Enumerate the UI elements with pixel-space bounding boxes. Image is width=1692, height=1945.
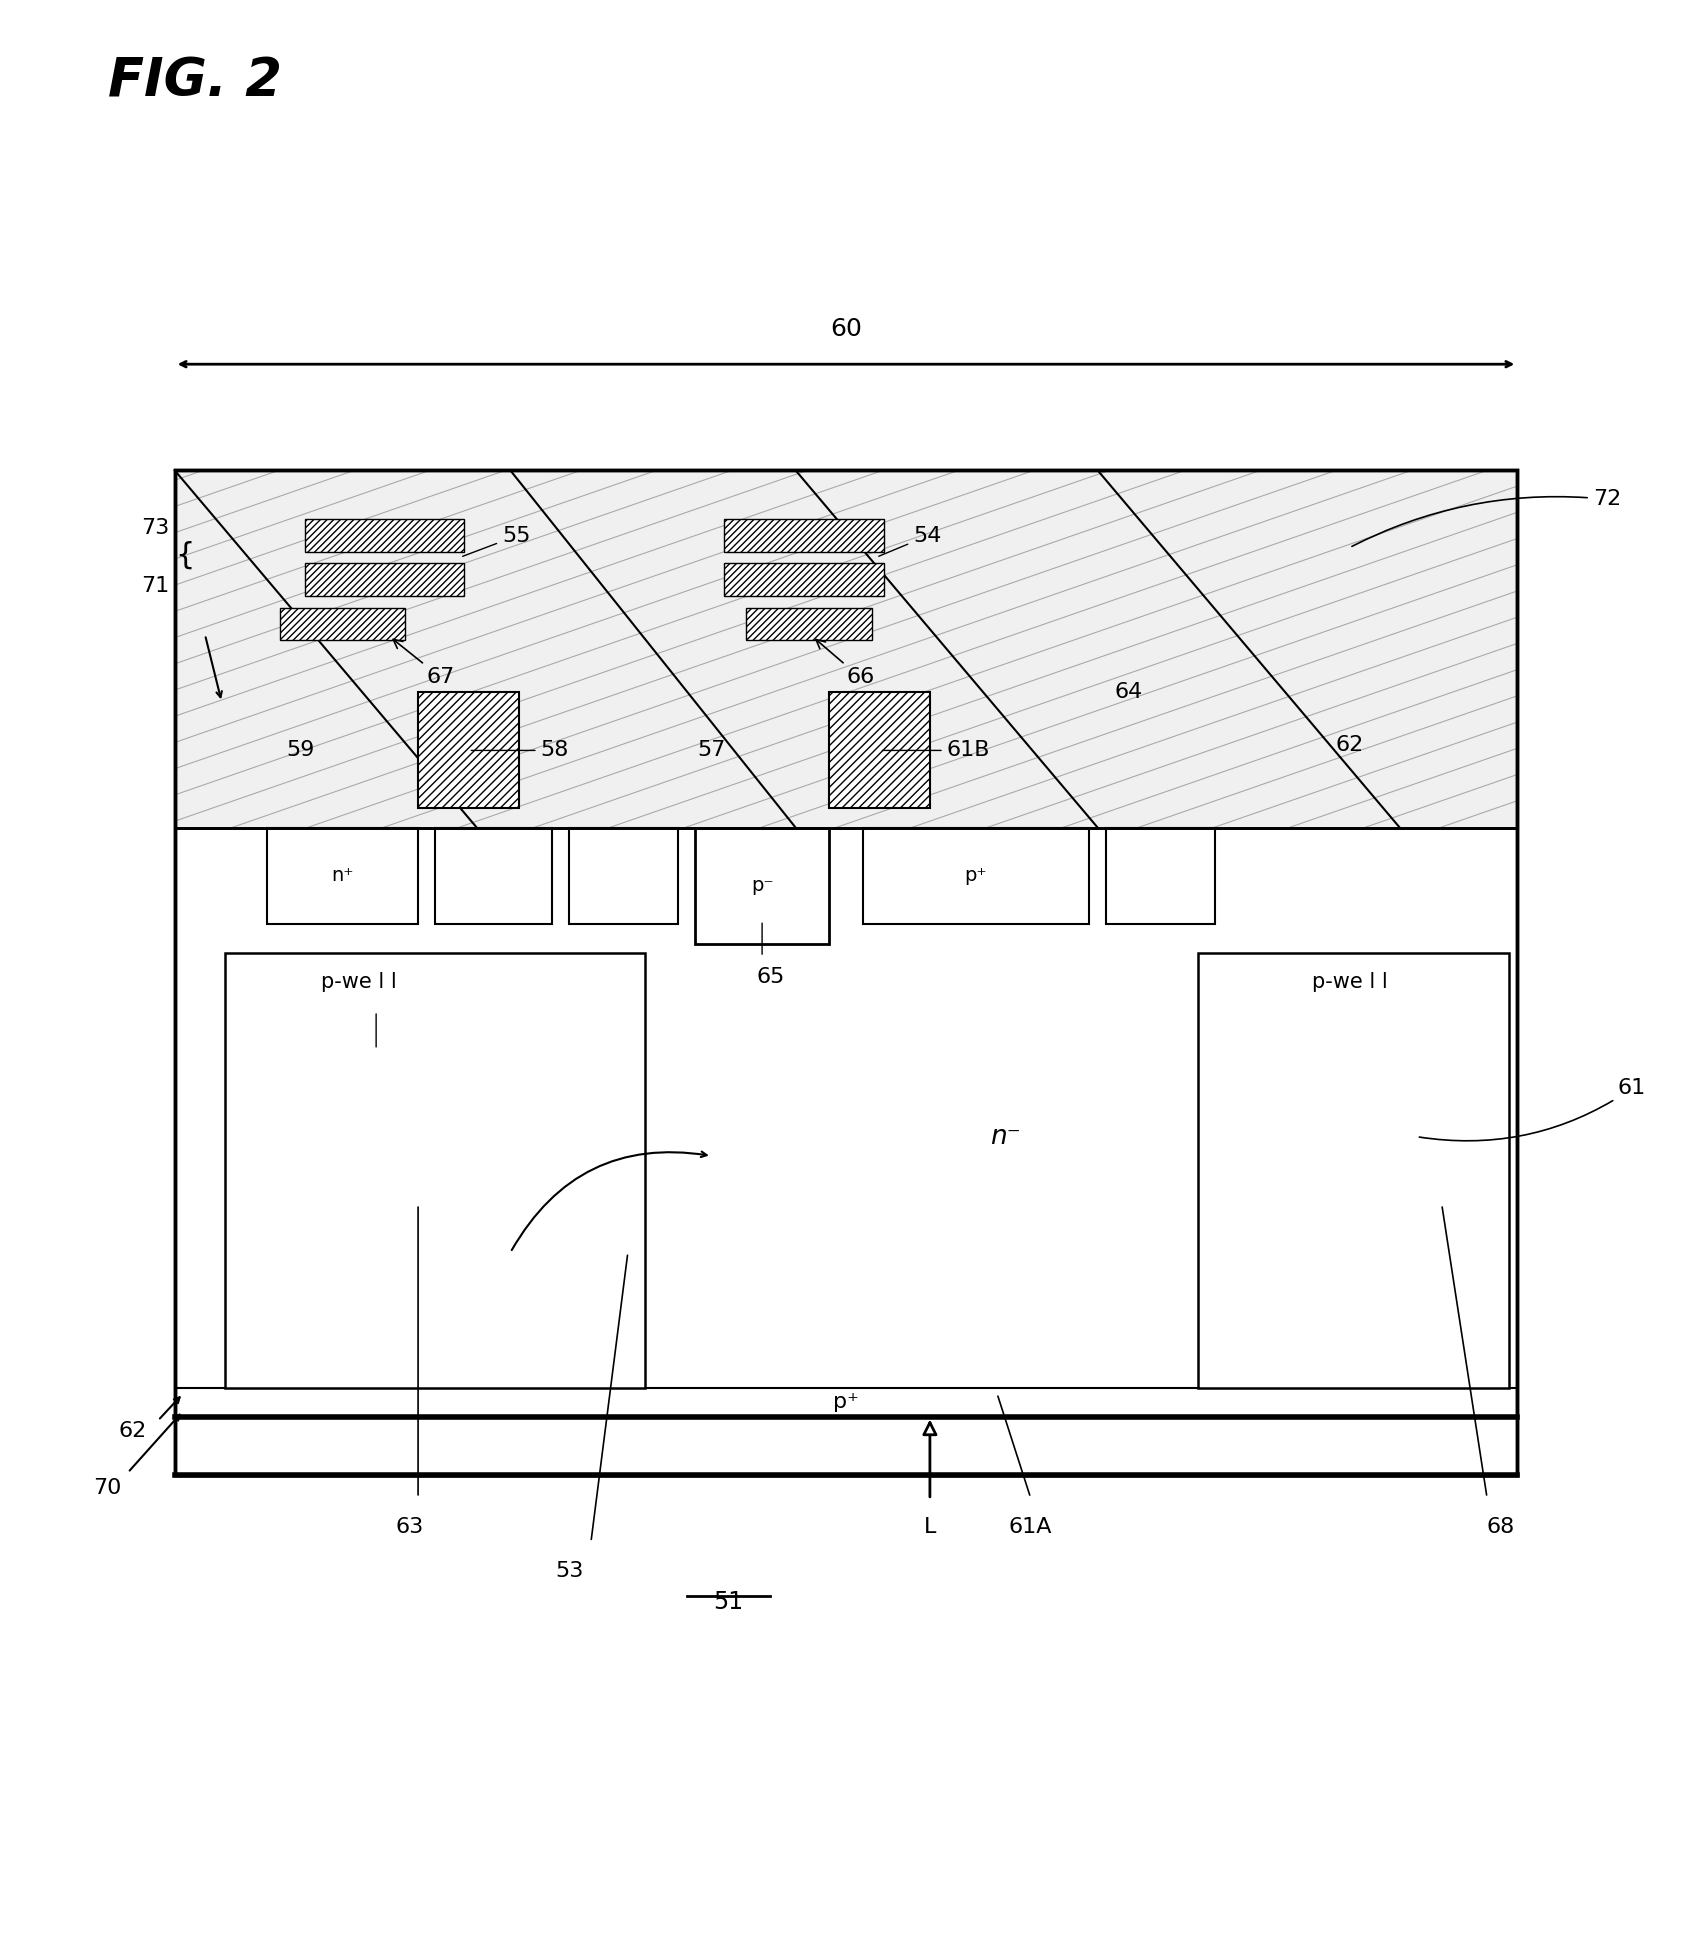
Text: 60: 60	[831, 317, 861, 340]
Bar	[746, 607, 871, 640]
Bar	[418, 692, 519, 809]
Text: {: {	[174, 541, 195, 570]
Text: 72: 72	[1352, 490, 1621, 547]
Bar	[695, 829, 829, 943]
Bar	[174, 471, 1518, 829]
Bar	[435, 829, 552, 924]
Bar	[1198, 953, 1509, 1387]
Text: 59: 59	[286, 741, 315, 760]
Bar	[267, 829, 418, 924]
Text: p⁻: p⁻	[751, 875, 773, 895]
Bar	[279, 607, 406, 640]
Bar	[305, 519, 464, 552]
Bar	[174, 471, 1518, 829]
Bar	[174, 471, 1518, 1474]
Text: n⁻: n⁻	[990, 1124, 1020, 1149]
Text: 55: 55	[462, 525, 531, 556]
Text: 61B: 61B	[882, 741, 990, 760]
Bar	[225, 953, 645, 1387]
Text: p⁺: p⁺	[964, 866, 988, 885]
Bar	[174, 1387, 1518, 1416]
Text: p⁺: p⁺	[832, 1393, 860, 1412]
Text: 58: 58	[470, 741, 569, 760]
Text: 68: 68	[1486, 1517, 1514, 1537]
Bar	[1107, 829, 1215, 924]
Bar	[724, 564, 883, 595]
Text: 64: 64	[1115, 683, 1142, 702]
Text: n⁺: n⁺	[332, 866, 354, 885]
Text: 53: 53	[555, 1562, 584, 1581]
Text: 70: 70	[93, 1478, 122, 1498]
Text: 63: 63	[396, 1517, 423, 1537]
Bar	[863, 829, 1090, 924]
Text: L: L	[924, 1517, 936, 1537]
Bar	[829, 692, 931, 809]
Text: FIG. 2: FIG. 2	[108, 54, 281, 107]
Text: p-we l l: p-we l l	[321, 972, 398, 992]
Text: 62: 62	[1335, 735, 1364, 755]
Text: 57: 57	[697, 741, 726, 760]
Text: 71: 71	[142, 576, 169, 597]
Text: 51: 51	[714, 1591, 743, 1614]
Text: 66: 66	[816, 640, 875, 687]
Bar	[174, 471, 1518, 1474]
Text: 61A: 61A	[1008, 1517, 1052, 1537]
Bar	[305, 564, 464, 595]
Text: p-we l l: p-we l l	[1311, 972, 1387, 992]
Text: 67: 67	[393, 640, 455, 687]
Bar	[724, 519, 883, 552]
Text: 61: 61	[1420, 1078, 1646, 1142]
Text: 65: 65	[756, 967, 785, 986]
Text: 62: 62	[118, 1420, 147, 1441]
Text: 73: 73	[142, 519, 169, 539]
Text: 54: 54	[878, 525, 941, 556]
Bar	[569, 829, 678, 924]
